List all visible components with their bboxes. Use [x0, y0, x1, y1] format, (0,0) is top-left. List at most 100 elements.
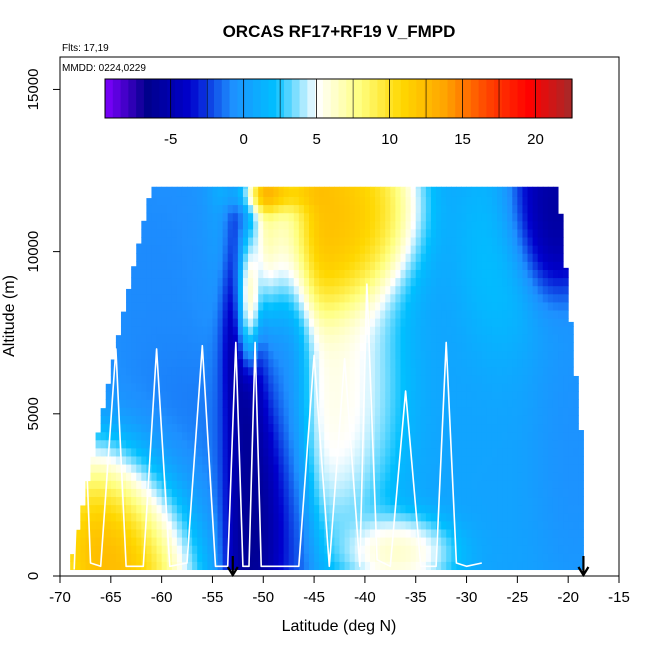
- heatmap-cell: [146, 301, 152, 311]
- heatmap-cell: [324, 334, 330, 343]
- heatmap-cell: [100, 447, 107, 457]
- heatmap-cell: [390, 561, 396, 571]
- heatmap-cell: [136, 415, 142, 425]
- heatmap-cell: [268, 237, 274, 246]
- heatmap-cell: [436, 204, 442, 214]
- heatmap-cell: [100, 496, 107, 506]
- heatmap-cell: [166, 439, 173, 449]
- heatmap-cell: [517, 326, 523, 335]
- heatmap-cell: [517, 528, 523, 538]
- heatmap-cell: [405, 431, 412, 441]
- heatmap-cell: [486, 277, 493, 287]
- heatmap-cell: [156, 285, 163, 295]
- heatmap-cell: [237, 188, 244, 197]
- heatmap-cell: [410, 528, 417, 538]
- heatmap-cell: [507, 186, 513, 189]
- heatmap-cell: [420, 496, 427, 506]
- heatmap-cell: [131, 326, 137, 335]
- heatmap-cell: [334, 261, 340, 270]
- heatmap-cell: [481, 269, 488, 279]
- heatmap-cell: [339, 512, 346, 522]
- heatmap-cell: [273, 245, 280, 254]
- heatmap-cell: [400, 504, 407, 514]
- heatmap-cell: [400, 561, 407, 571]
- heatmap-cell: [278, 245, 285, 254]
- heatmap-cell: [491, 269, 498, 279]
- heatmap-cell: [212, 212, 219, 222]
- heatmap-cell: [461, 423, 468, 433]
- heatmap-cell: [364, 350, 371, 360]
- heatmap-cell: [512, 520, 518, 530]
- heatmap-cell: [390, 366, 396, 376]
- heatmap-cell: [273, 455, 280, 465]
- heatmap-cell: [522, 504, 529, 514]
- heatmap-cell: [192, 553, 198, 562]
- heatmap-cell: [364, 261, 371, 270]
- heatmap-cell: [400, 537, 407, 546]
- heatmap-cell: [339, 237, 346, 246]
- heatmap-cell: [192, 186, 198, 189]
- heatmap-cell: [156, 537, 163, 546]
- heatmap-cell: [242, 212, 249, 222]
- heatmap-cell: [512, 464, 518, 473]
- heatmap-cell: [563, 399, 569, 408]
- heatmap-cell: [248, 407, 254, 416]
- heatmap-cell: [222, 383, 229, 392]
- heatmap-cell: [441, 423, 447, 433]
- heatmap-cell: [237, 545, 244, 554]
- heatmap-cell: [436, 447, 442, 457]
- heatmap-cell: [258, 399, 264, 408]
- heatmap-cell: [405, 374, 412, 384]
- heatmap-cell: [110, 359, 117, 368]
- heatmap-cell: [522, 310, 529, 319]
- heatmap-cell: [298, 431, 305, 441]
- heatmap-cell: [324, 350, 330, 360]
- heatmap-cell: [283, 391, 290, 400]
- heatmap-cell: [278, 220, 285, 230]
- heatmap-cell: [512, 553, 518, 562]
- heatmap-cell: [151, 512, 158, 522]
- heatmap-cell: [90, 472, 97, 481]
- heatmap-cell: [141, 334, 147, 343]
- heatmap-cell: [471, 391, 478, 400]
- heatmap-cell: [181, 277, 188, 287]
- heatmap-cell: [329, 334, 335, 343]
- heatmap-cell: [303, 310, 310, 319]
- heatmap-cell: [486, 245, 493, 254]
- heatmap-cell: [527, 439, 534, 449]
- heatmap-cell: [192, 237, 198, 246]
- heatmap-cell: [187, 277, 193, 287]
- heatmap-cell: [349, 423, 356, 433]
- heatmap-cell: [375, 293, 381, 303]
- heatmap-cell: [339, 269, 346, 279]
- heatmap-cell: [120, 342, 127, 352]
- heatmap-cell: [298, 374, 305, 384]
- heatmap-cell: [400, 545, 407, 554]
- heatmap-cell: [512, 480, 518, 489]
- heatmap-cell: [359, 407, 366, 416]
- heatmap-cell: [349, 261, 356, 270]
- heatmap-cell: [131, 269, 137, 279]
- heatmap-cell: [512, 472, 518, 481]
- heatmap-cell: [293, 366, 300, 376]
- heatmap-cell: [212, 277, 219, 287]
- heatmap-cell: [212, 186, 219, 189]
- heatmap-cell: [527, 334, 534, 343]
- colorbar-swatch: [455, 79, 464, 118]
- heatmap-cell: [446, 431, 452, 441]
- heatmap-cell: [527, 318, 534, 327]
- heatmap-cell: [491, 399, 498, 408]
- heatmap-cell: [369, 277, 376, 287]
- heatmap-cell: [410, 399, 417, 408]
- heatmap-cell: [405, 480, 412, 489]
- heatmap-cell: [263, 366, 269, 376]
- heatmap-cell: [253, 212, 259, 222]
- heatmap-cell: [222, 196, 229, 206]
- heatmap-cell: [131, 391, 137, 400]
- heatmap-cell: [253, 439, 259, 449]
- heatmap-cell: [253, 196, 259, 206]
- heatmap-cell: [430, 358, 437, 368]
- heatmap-cell: [293, 204, 300, 214]
- heatmap-cell: [415, 277, 422, 287]
- heatmap-cell: [273, 537, 280, 546]
